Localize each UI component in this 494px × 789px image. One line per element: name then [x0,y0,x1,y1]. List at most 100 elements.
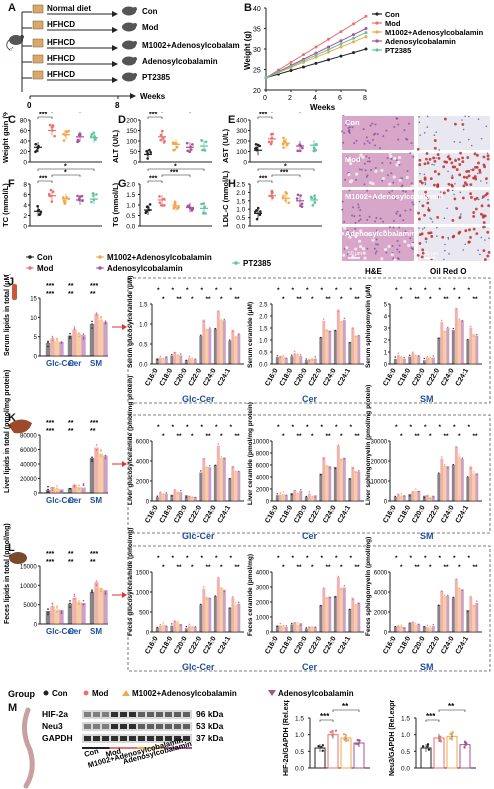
data-point [60,342,63,345]
x-tick-label: 6 [338,95,342,102]
bar [411,352,415,365]
data-point [91,327,93,329]
data-point [177,492,179,495]
kda-label: 37 kDa [196,733,224,743]
sig-mark: ** [415,433,421,440]
lipid-vacuole [398,178,402,182]
series-point [327,50,330,54]
legend-marker [375,30,379,34]
species-tick-label: C18:0 [279,635,295,655]
nucleus [462,249,465,251]
data-point [48,123,52,127]
y-tick-label: 35 [253,27,261,34]
species-tick-label: C16:0 [144,504,160,524]
lipid-droplet [469,236,472,239]
bar [313,358,317,365]
lipid-droplet [486,157,490,161]
data-point [194,358,196,360]
histology-row-label: Adenosylcobalamin [345,229,416,238]
data-point [271,196,274,199]
y-tick-label: 80000 [20,434,37,440]
bar [275,625,279,633]
bar [155,627,159,633]
data-point [73,593,76,596]
data-point [281,196,285,200]
panel-label-h: H [228,178,236,190]
lipid-droplet [416,253,420,257]
lipid-vacuole [380,168,384,173]
blot-band [147,724,154,729]
lipid-droplet [459,151,462,155]
series-point [327,37,330,41]
lipid-vacuole [387,244,391,249]
series-point [302,65,305,69]
nucleus [439,191,442,193]
data-point [69,337,71,339]
bar [466,477,470,502]
sig-mark: * [174,164,177,171]
species-tick-label: C20:0 [411,504,427,524]
bar [158,492,162,502]
sig-mark: * [162,296,165,303]
sig-mark: * [157,287,160,294]
nucleus [387,233,390,236]
nucleus [365,175,368,178]
lipid-vacuole [371,182,375,186]
nucleus [371,138,374,141]
sig-mark: * [64,170,67,177]
nucleus [455,206,457,209]
lipid-droplet [486,154,490,158]
species-tick-label: C20:0 [173,504,189,524]
red-arrow-head [122,592,127,598]
species-tick-label: C24:1 [337,504,353,524]
lipid-droplet [473,152,477,156]
data-point [159,491,161,493]
bar [89,458,95,494]
nucleus [410,182,413,185]
data-point [172,207,176,210]
y-tick-label: 40 [253,6,261,13]
y-axis-title: Neu3/GAPDH (Rel.expression) [389,700,396,776]
bar [222,589,226,633]
bar [307,358,311,365]
legend-label: Con [385,10,400,19]
sig-mark: ** [206,296,212,303]
bar [231,329,235,365]
bar [170,625,174,633]
lipid-droplet [451,165,455,169]
sig-mark: ** [62,112,68,113]
species-tick-label: C22:0 [308,504,324,524]
y-axis-title: Feces glucosylceramide (pmol/mg) [127,528,134,636]
data-point [455,446,457,448]
sig-mark: ** [342,702,349,711]
data-point [270,136,274,140]
bar [155,496,159,502]
legend-groups-mid: ConModM1002+AdenosylcobalaminAdenosylcob… [26,253,272,273]
data-point [291,493,293,496]
nucleus [418,200,421,203]
data-point [255,146,258,150]
data-point [329,597,331,599]
nucleus [369,124,372,127]
bar [399,356,403,365]
y-axis-title: AST (U/L) [221,128,230,163]
species-tick-label: C18:0 [279,367,295,387]
lipid-droplet [424,237,428,241]
nucleus [364,169,367,172]
blot-band [138,724,145,729]
data-point [47,488,49,491]
panel-label-l: L [8,542,15,554]
bar [313,495,317,502]
nucleus [477,198,480,201]
data-point [255,217,259,221]
data-point [270,140,274,144]
bar [307,493,311,502]
sig-mark: *** [46,428,54,435]
data-point [47,345,49,348]
bar [293,353,297,365]
sig-bracket [37,116,53,119]
bar [284,357,288,365]
group-label: PT2385 [142,73,171,82]
data-point [400,624,402,627]
